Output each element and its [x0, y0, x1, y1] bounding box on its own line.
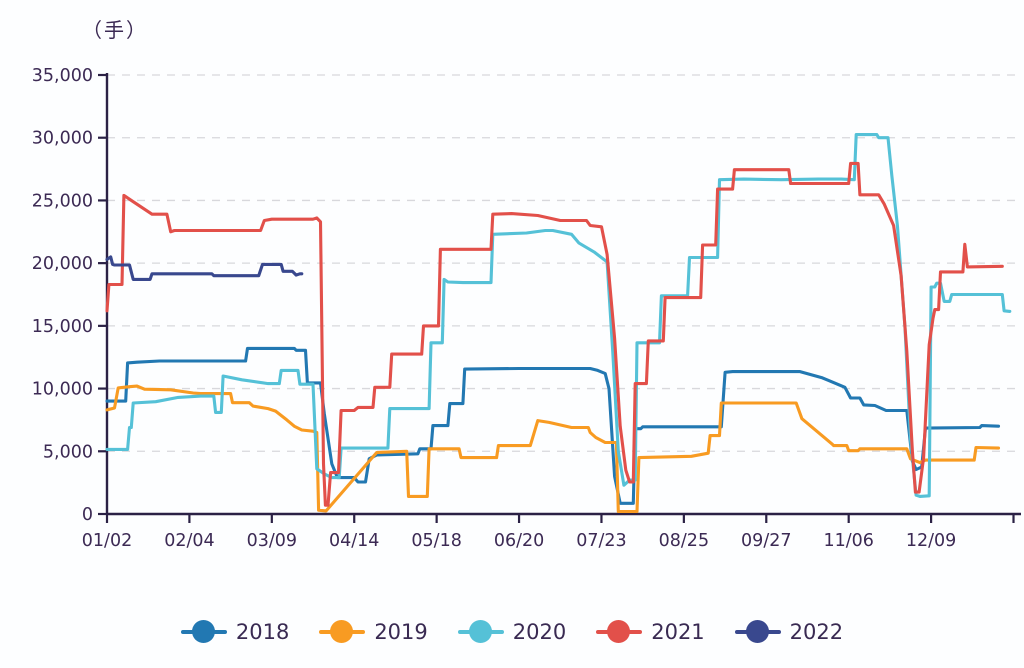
x-axis-label: 12/09: [906, 531, 956, 551]
legend-marker-icon: [180, 620, 227, 644]
legend-item-2019[interactable]: 2019: [319, 620, 428, 644]
legend-item-2018[interactable]: 2018: [180, 620, 290, 644]
x-axis-label: 09/27: [741, 531, 791, 551]
series-line-2018[interactable]: [105, 346, 1001, 505]
series-line-2022[interactable]: [105, 255, 304, 281]
x-axis-label: 08/25: [659, 531, 709, 551]
series-line-2021[interactable]: [105, 161, 1004, 507]
y-axis-label: 15,000: [32, 317, 93, 337]
legend-item-2022[interactable]: 2022: [734, 620, 844, 644]
legend-label: 2021: [651, 620, 705, 644]
series-line-2019[interactable]: [105, 384, 1001, 514]
legend-marker-icon: [596, 620, 643, 644]
legend-marker-icon: [319, 620, 366, 644]
y-axis-label: 25,000: [32, 191, 93, 211]
x-axis-label: 07/23: [576, 531, 626, 551]
legend-label: 2019: [374, 620, 428, 644]
x-axis-label: 06/20: [494, 531, 544, 551]
y-axis-label: 5,000: [43, 442, 93, 462]
x-axis-label: 02/04: [164, 531, 214, 551]
legend-item-2021[interactable]: 2021: [596, 620, 705, 644]
x-axis-label: 04/14: [329, 531, 379, 551]
legend-label: 2022: [789, 620, 844, 644]
legend-label: 2018: [235, 620, 290, 644]
y-axis-label: 35,000: [32, 66, 93, 86]
series-line-2020[interactable]: [105, 133, 1012, 498]
x-axis-label: 01/02: [82, 531, 132, 551]
y-axis-unit-label: （手）: [82, 18, 148, 42]
y-axis-label: 20,000: [32, 254, 93, 274]
x-axis-label: 05/18: [411, 531, 461, 551]
line-chart-canvas: 0 5,000 10,000 15,000 20,000 25,000 30,000 35,0…: [32, 66, 1021, 551]
legend-marker-icon: [457, 620, 504, 644]
y-axis-label: 10,000: [32, 380, 93, 400]
y-axis-label: 0: [82, 505, 93, 525]
legend-marker-icon: [734, 620, 781, 644]
x-axis-label: 11/06: [823, 531, 873, 551]
legend-label: 2020: [512, 620, 567, 644]
x-axis-label: 03/09: [247, 531, 297, 551]
y-axis-label: 30,000: [32, 129, 93, 149]
chart-legend: 2018 2019 2020 2021 2022: [0, 620, 1024, 644]
legend-item-2020[interactable]: 2020: [457, 620, 567, 644]
